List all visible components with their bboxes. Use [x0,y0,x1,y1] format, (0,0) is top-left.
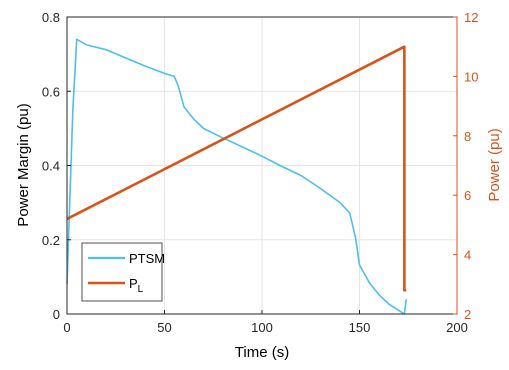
series-layer [66,38,408,315]
legend-label-pl: PL [129,276,144,295]
y-left-tick-label: 0.8 [42,10,60,25]
series-line-pl [66,45,407,292]
legend: PTSM PL [81,242,165,302]
y-right-tick-label: 6 [464,188,471,203]
x-tick-label: 200 [446,320,468,335]
y-axis-left-title: Power Margin (pu) [15,103,32,226]
legend-label-pl-sub: L [138,284,144,295]
tick-marks [66,16,458,315]
y-right-tick-label: 4 [464,248,471,263]
y-right-tick-label: 2 [464,307,471,322]
tick-labels: 0 50 100 150 200 0 0.2 0.4 0.6 0.8 2 4 6 8 10 12 [42,10,479,335]
legend-label-pl-main: P [129,276,138,291]
legend-box [81,242,163,302]
x-tick-label: 150 [349,320,371,335]
x-tick-label: 100 [251,320,273,335]
y-right-tick-label: 8 [464,129,471,144]
legend-label-ptsm: PTSM [129,251,165,266]
y-right-tick-label: 12 [464,10,478,25]
x-tick-label: 50 [157,320,171,335]
y-right-tick-label: 10 [464,69,478,84]
y-left-tick-label: 0.2 [42,233,60,248]
series-line-ptsm [66,38,408,315]
y-left-tick-label: 0.4 [42,159,60,174]
y-left-tick-label: 0 [53,307,60,322]
y-left-tick-label: 0.6 [42,84,60,99]
x-tick-label: 0 [63,320,70,335]
y-axis-right-title: Power (pu) [486,128,503,201]
x-axis-title: Time (s) [235,344,289,361]
